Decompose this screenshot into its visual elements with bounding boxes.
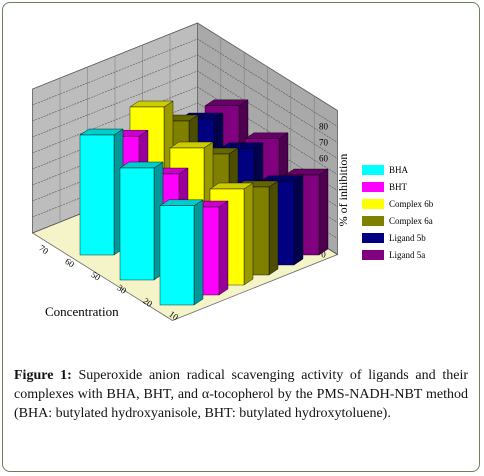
y-tick-label: 60 [319,154,329,164]
caption: Figure 1: Superoxide anion radical scave… [14,366,468,423]
legend-swatch [362,250,384,260]
bar [79,128,124,256]
y-tick-label: 80 [319,122,329,132]
bar-side [193,199,204,306]
grid-line [32,102,338,191]
y-tick-label: 70 [319,138,329,148]
y-axis-label: % of inhibition [336,154,350,227]
bar-side [243,182,254,286]
bar-front [79,134,115,256]
legend-label: Complex 6a [389,216,433,226]
grid-line [32,70,338,159]
x-tick-label: 70 [37,243,51,257]
bar [119,161,164,281]
legend-swatch [362,233,384,243]
legend-label: BHT [389,182,408,192]
bar [159,199,204,306]
legend-swatch [362,182,384,192]
caption-text: Superoxide anion radical scavenging acti… [14,368,468,421]
grid-line [32,38,338,127]
bar-side [218,200,229,296]
legend-swatch [362,165,384,175]
grid-line [32,86,338,175]
x-axis-label: Concentration [45,304,119,319]
y-tick-label: 0 [321,250,326,260]
figure-frame [2,2,480,472]
bar-front [119,167,155,281]
bar-side [293,175,304,266]
bar-front [159,205,195,306]
legend-label: Ligand 5b [389,233,426,243]
grid-line [32,54,338,143]
bar-side [268,180,279,276]
legend-swatch [362,199,384,209]
chart: Concentration % of inhibition 0102030405… [31,22,434,323]
legend-label: BHA [389,165,409,175]
legend-label: Ligand 5a [389,250,425,260]
legend-label: Complex 6b [389,199,434,209]
caption-label: Figure 1: [14,368,72,383]
bar-side [318,168,329,256]
legend-swatch [362,216,384,226]
